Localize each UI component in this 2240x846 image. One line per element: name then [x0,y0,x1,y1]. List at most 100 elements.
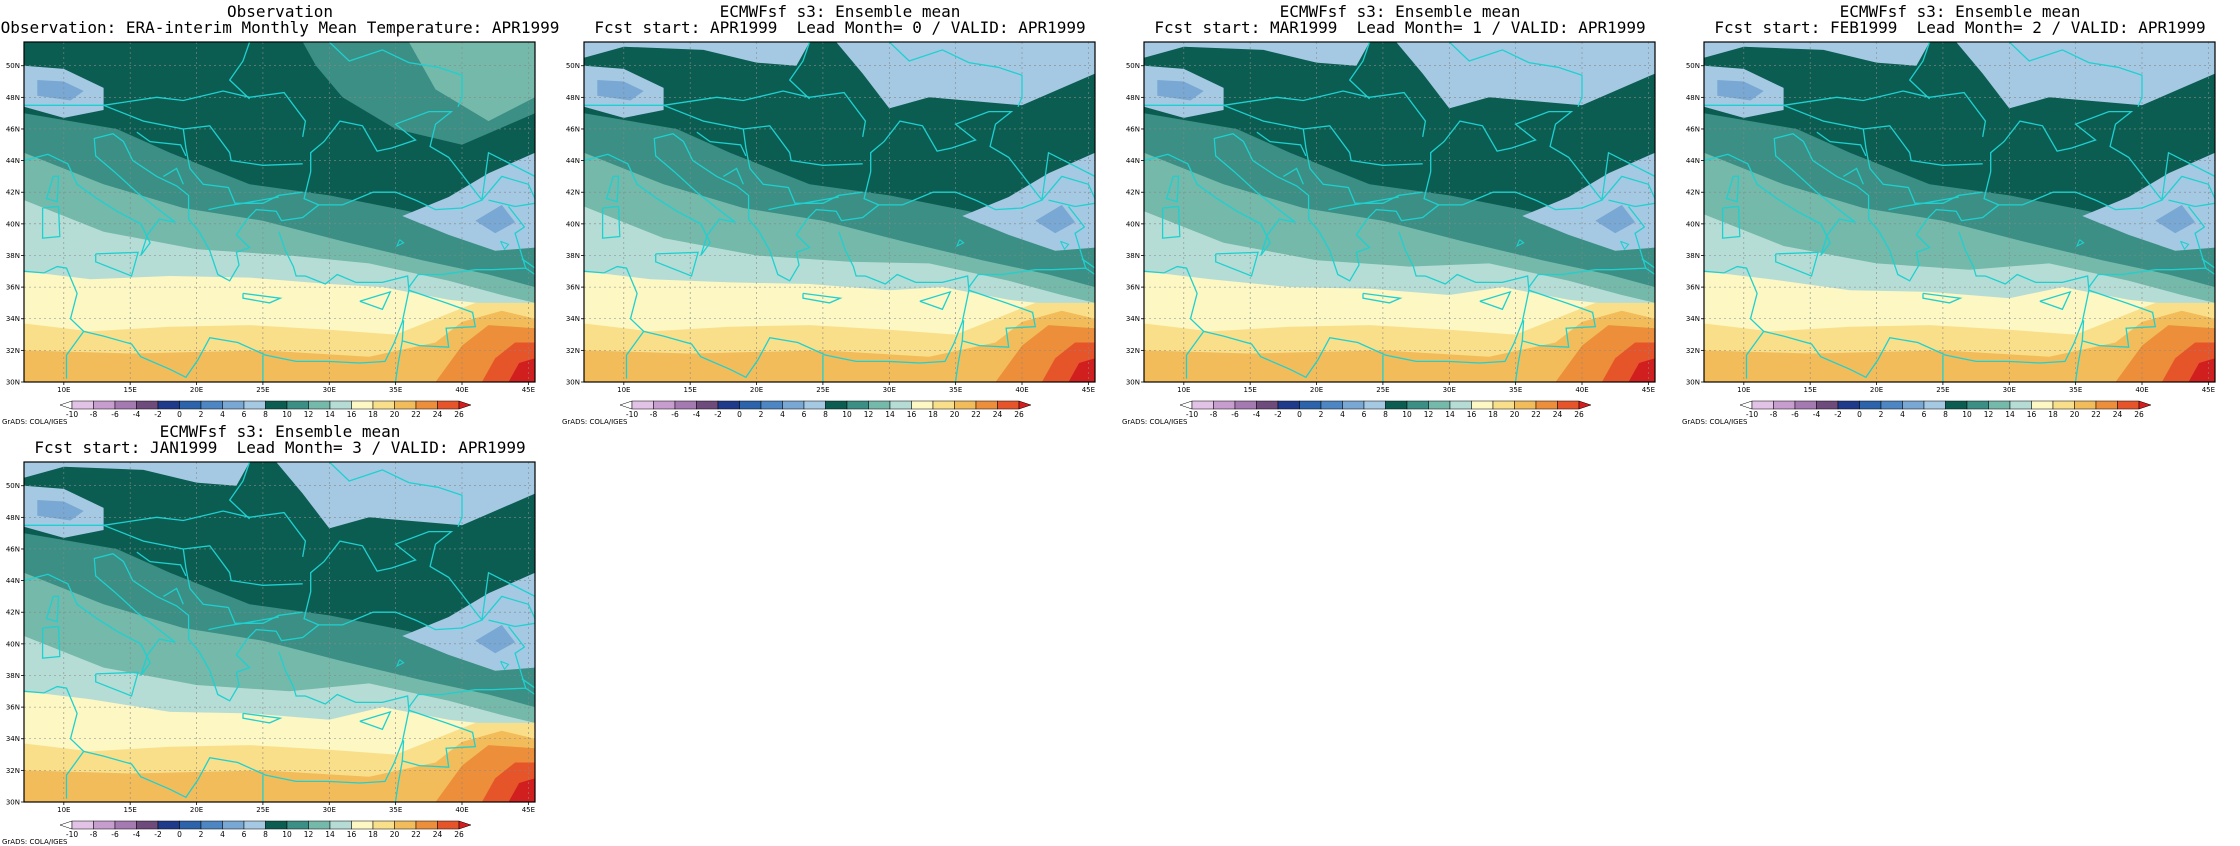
shaded-region [1595,204,1636,234]
coastline [408,206,527,288]
colorbar-label: -2 [1274,410,1282,419]
colorbar-swatch [1837,400,1860,410]
coastline [481,595,535,621]
colorbar-swatch [782,400,805,410]
lat-tick-label: 48N [566,94,580,102]
colorbar-swatch [114,820,137,830]
shaded-region [1144,42,1370,66]
lat-tick-label: 32N [6,767,20,775]
coastline [481,151,535,208]
lat-tick-label: 40N [6,220,20,228]
shaded-region [1157,80,1204,101]
coastline [394,340,403,382]
colorbar-swatch [1234,400,1257,410]
coastline [584,110,1043,282]
shaded-region [836,42,1095,109]
colorbar-swatch [1880,400,1903,410]
coastline [888,42,1023,108]
colorbar-swatch [1816,400,1839,410]
colorbar-label: 12 [1984,410,1994,419]
colorbar-swatch [157,400,180,410]
colorbar-swatch [222,820,245,830]
colorbar-label: 4 [1340,410,1345,419]
coastline [1645,267,1655,276]
panel-title: Observation [227,2,333,21]
lat-tick-label: 34N [566,315,580,323]
lat-tick-label: 44N [6,157,20,165]
coastline [525,687,535,696]
coastline [41,205,61,239]
colorbar-swatch [696,400,719,410]
colorbar-swatch [653,400,676,410]
coastline [228,462,251,520]
coastline [1601,151,1655,208]
lake-outline [2180,240,2190,251]
lat-tick-label: 44N [1126,157,1140,165]
lat-tick-label: 42N [1686,189,1700,197]
coastline [601,205,621,239]
coastline [1521,289,1597,348]
coastline [24,110,483,282]
lon-tick-label: 30E [883,386,896,394]
coastline [228,42,251,100]
shaded-region [37,500,84,521]
lat-tick-label: 30N [1686,379,1700,387]
colorbar-label: -6 [1231,410,1239,419]
coastline [45,175,60,203]
shaded-region [276,462,535,529]
coastline [45,595,60,623]
lat-tick-label: 34N [6,735,20,743]
lake-outline [955,239,965,248]
colorbar-swatch [1945,400,1968,410]
colorbar-label: 16 [2027,410,2037,419]
colorbar-label: 6 [1362,410,1367,419]
coastline [163,167,184,185]
colorbar-label: -2 [1834,410,1842,419]
coastline [1041,175,1095,201]
lat-tick-label: 36N [1126,284,1140,292]
lat-tick-label: 44N [6,577,20,585]
coastline [24,510,307,558]
coastline [163,587,184,605]
colorbar-swatch [265,400,288,410]
coastline [24,530,483,702]
colorbar-label: 16 [347,410,357,419]
lat-tick-label: 46N [1126,125,1140,133]
colorbar-label: 10 [842,410,852,419]
coastline [2081,289,2157,348]
lon-tick-label: 35E [389,806,402,814]
colorbar-swatch [329,400,352,410]
lake-outline [1620,240,1630,251]
colorbar-label: 8 [1383,410,1388,419]
lat-tick-label: 38N [6,252,20,260]
colorbar-swatch [243,400,266,410]
colorbar-swatch [2031,400,2054,410]
colorbar-swatch [394,820,417,830]
colorbar-swatch [437,820,460,830]
shaded-region [597,80,644,101]
lat-tick-label: 40N [1686,220,1700,228]
shaded-region [584,42,810,66]
coastline [625,331,645,379]
coastline [1041,151,1095,208]
colorbar-label: -4 [1813,410,1821,419]
colorbar-label: 18 [368,830,378,839]
panel-title: ECMWFsf s3: Ensemble mean [1279,2,1521,21]
colorbar-label: 18 [1488,410,1498,419]
colorbar-swatch [1492,400,1515,410]
coastline [1816,131,1867,157]
coastline [1328,196,1399,211]
lat-tick-label: 34N [6,315,20,323]
coastline [525,267,535,276]
temperature-map: 10E 15E 20E 25E 30E 35E 40E 45E 30N 32N 34N 36N 38N 4… [1686,41,2216,394]
lat-tick-label: 38N [1686,252,1700,260]
coastline [1514,340,1523,382]
colorbar-swatch [825,400,848,410]
coastline [1185,331,1205,379]
coastline [242,712,283,724]
colorbar-label: 26 [454,830,464,839]
colorbar-label: 4 [220,830,225,839]
colorbar-swatch [739,400,762,410]
colorbar-swatch [1449,400,1472,410]
colorbar-swatch [2095,400,2118,410]
